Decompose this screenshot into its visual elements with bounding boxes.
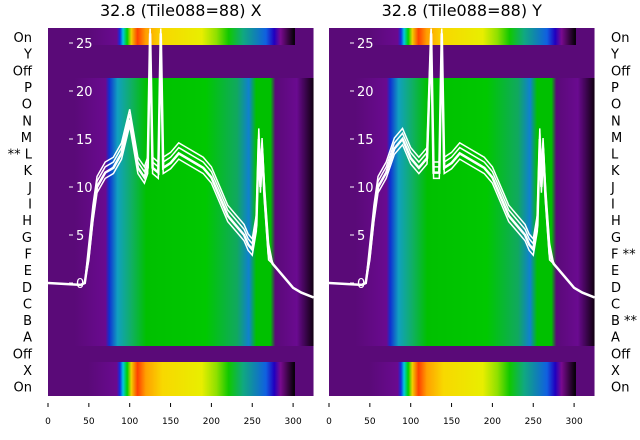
- row-label: I: [28, 198, 32, 213]
- row-label: H: [611, 214, 621, 229]
- heatmap-band-on-bottom: [368, 362, 576, 396]
- x-tick-label: 300: [566, 417, 583, 427]
- row-label: X: [23, 364, 32, 379]
- row-label: E: [611, 264, 619, 279]
- row-label: A: [611, 331, 620, 346]
- row-label: Off: [13, 64, 33, 79]
- row-label: Off: [611, 64, 631, 79]
- row-label: F **: [611, 247, 636, 262]
- row-label: C: [611, 297, 620, 312]
- x-tick-label: 100: [121, 417, 138, 427]
- x-tick-label: 200: [203, 417, 220, 427]
- trace-line: [47, 28, 314, 299]
- y-tick-label: 15: [76, 133, 93, 148]
- y-tick-label: 5: [357, 229, 365, 244]
- row-label: A: [23, 331, 32, 346]
- heatmap-band-on-bottom: [87, 362, 295, 396]
- row-label: M: [21, 131, 32, 146]
- row-label: M: [611, 131, 622, 146]
- row-label: G: [22, 231, 32, 246]
- row-label: ** L: [8, 148, 33, 163]
- row-label: L: [611, 148, 619, 163]
- row-label: C: [23, 297, 32, 312]
- row-label: P: [24, 81, 32, 96]
- row-label: I: [611, 198, 615, 213]
- row-label: X: [611, 364, 620, 379]
- x-tick-label: 250: [244, 417, 261, 427]
- row-label: D: [22, 281, 32, 296]
- x-tick-label: 50: [83, 417, 95, 427]
- x-tick-label: 0: [326, 417, 332, 427]
- heatmap-band-on-top: [87, 28, 295, 45]
- x-tick-label: 250: [525, 417, 542, 427]
- heatmap-band-main: [355, 78, 595, 346]
- y-tick-label: 5: [76, 229, 84, 244]
- x-tick-label: 300: [285, 417, 302, 427]
- row-label: E: [24, 264, 32, 279]
- row-label: J: [27, 181, 32, 196]
- row-label: D: [611, 281, 621, 296]
- row-label: Off: [13, 347, 33, 362]
- row-label: On: [14, 31, 32, 46]
- row-label: B: [23, 314, 32, 329]
- row-label: G: [611, 231, 621, 246]
- x-tick-label: 150: [443, 417, 460, 427]
- heatmap-band-main: [74, 78, 314, 346]
- panel-title: 32.8 (Tile088=88) X: [100, 1, 262, 20]
- x-tick-label: 200: [484, 417, 501, 427]
- row-label: O: [22, 98, 32, 113]
- row-label: Y: [610, 48, 619, 63]
- row-label: On: [14, 381, 32, 396]
- row-label: On: [611, 31, 629, 46]
- y-tick-label: 25: [357, 37, 374, 52]
- row-label: K: [23, 164, 32, 179]
- heatmap-band-on-top: [368, 28, 576, 45]
- row-label: On: [611, 381, 629, 396]
- row-label: P: [611, 81, 619, 96]
- trace-line: [47, 39, 314, 299]
- row-label: N: [611, 114, 621, 129]
- y-tick-label: 10: [357, 181, 374, 196]
- row-label: N: [22, 114, 32, 129]
- row-label: Y: [23, 48, 32, 63]
- x-tick-label: 50: [364, 417, 376, 427]
- row-label: F: [25, 247, 32, 262]
- row-label: H: [22, 214, 32, 229]
- y-tick-label: 10: [76, 181, 93, 196]
- panel-title: 32.8 (Tile088=88) Y: [382, 1, 543, 20]
- y-tick-label: 15: [357, 133, 374, 148]
- row-label: Off: [611, 347, 631, 362]
- row-label: K: [611, 164, 620, 179]
- x-tick-label: 0: [45, 417, 51, 427]
- y-tick-label: 20: [76, 85, 93, 100]
- row-label: O: [611, 98, 621, 113]
- y-tick-label: 20: [357, 85, 374, 100]
- row-label: B **: [611, 314, 638, 329]
- trace-line: [328, 39, 595, 299]
- y-tick-label: 25: [76, 37, 93, 52]
- trace-line: [328, 28, 595, 299]
- x-tick-label: 100: [402, 417, 419, 427]
- x-tick-label: 150: [162, 417, 179, 427]
- row-label: J: [610, 181, 615, 196]
